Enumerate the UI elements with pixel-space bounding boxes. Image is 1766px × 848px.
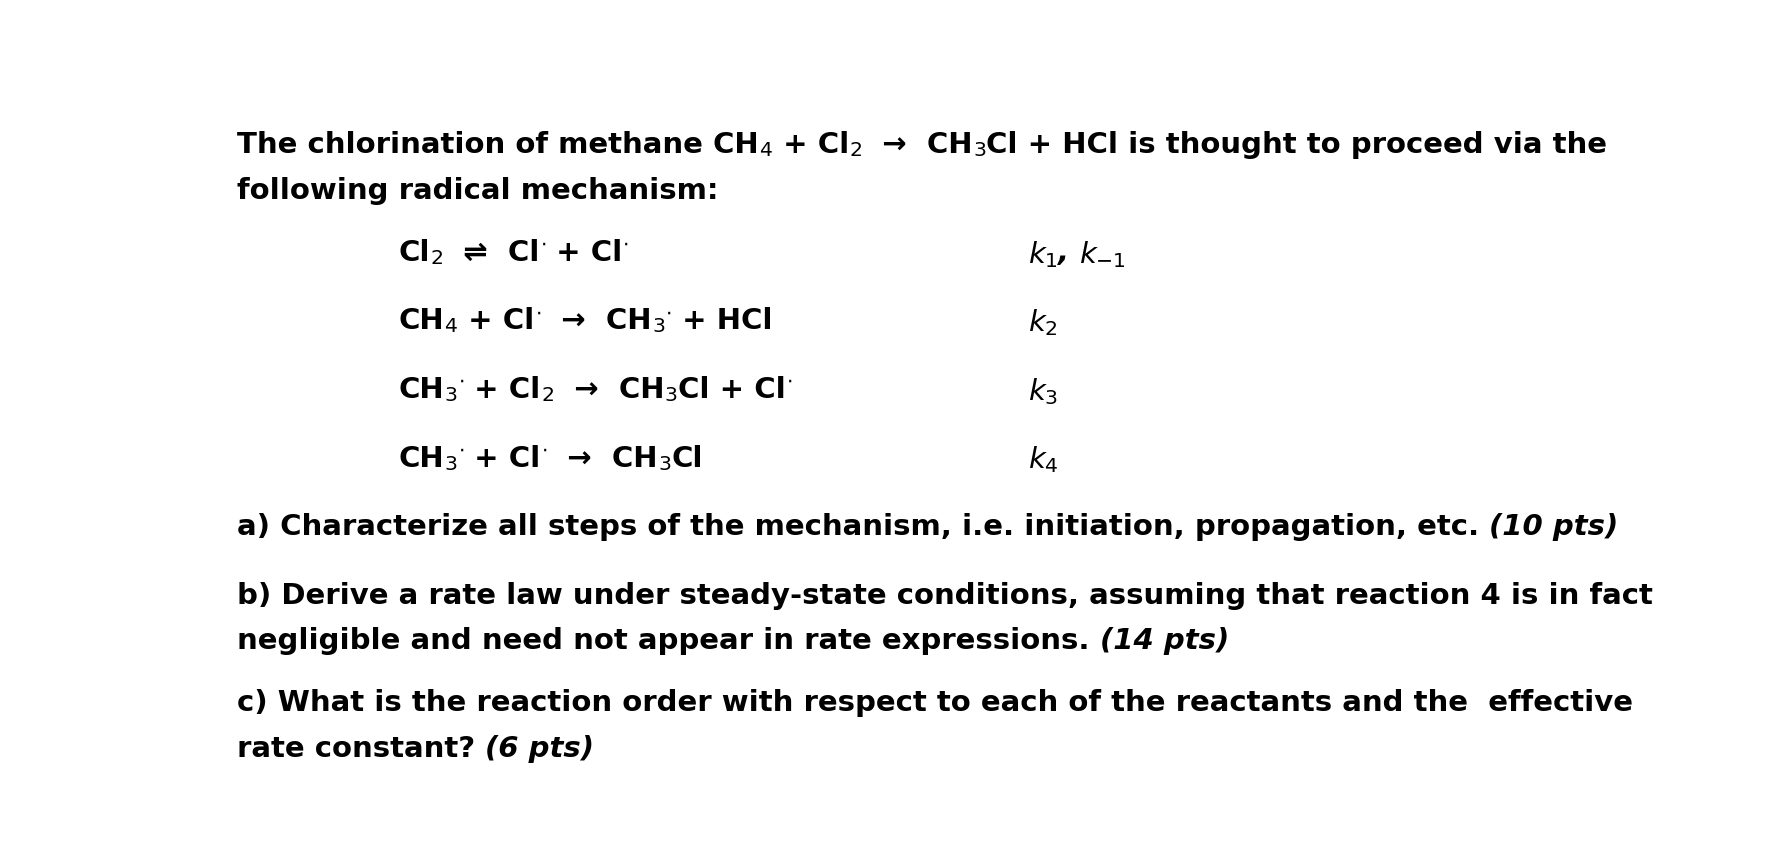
Text: →  CH: → CH <box>862 131 973 159</box>
Text: CH: CH <box>399 376 445 404</box>
Text: $_3$: $_3$ <box>652 308 666 336</box>
Text: Cl + HCl is thought to proceed via the: Cl + HCl is thought to proceed via the <box>987 131 1607 159</box>
Text: $_4$: $_4$ <box>759 131 774 159</box>
Text: b) Derive a rate law under steady-state conditions, assuming that reaction 4 is : b) Derive a rate law under steady-state … <box>237 582 1653 610</box>
Text: CH: CH <box>399 444 445 472</box>
Text: $k_{-1}$: $k_{-1}$ <box>1079 239 1127 270</box>
Text: $_3$: $_3$ <box>657 444 671 472</box>
Text: $_3$: $_3$ <box>445 376 457 404</box>
Text: $^{\cdot}$: $^{\cdot}$ <box>786 376 793 404</box>
Text: $_4$: $_4$ <box>445 308 459 336</box>
Text: $k_2$: $k_2$ <box>1028 308 1058 338</box>
Text: $^{\cdot}$: $^{\cdot}$ <box>622 239 629 267</box>
Text: (6 pts): (6 pts) <box>486 735 595 763</box>
Text: $k_3$: $k_3$ <box>1028 376 1058 407</box>
Text: $_2$: $_2$ <box>849 131 862 159</box>
Text: $_2$: $_2$ <box>431 239 443 267</box>
Text: $^{\cdot}$: $^{\cdot}$ <box>457 444 464 472</box>
Text: + Cl: + Cl <box>459 308 535 336</box>
Text: + Cl: + Cl <box>546 239 622 267</box>
Text: + Cl: + Cl <box>464 444 540 472</box>
Text: Cl + Cl: Cl + Cl <box>678 376 786 404</box>
Text: →  CH: → CH <box>540 308 652 336</box>
Text: $_3$: $_3$ <box>445 444 457 472</box>
Text: + HCl: + HCl <box>671 308 772 336</box>
Text: ⇌  Cl: ⇌ Cl <box>443 239 540 267</box>
Text: $^{\cdot}$: $^{\cdot}$ <box>457 376 464 404</box>
Text: →  CH: → CH <box>547 444 657 472</box>
Text: $_3$: $_3$ <box>664 376 678 404</box>
Text: $k_1$: $k_1$ <box>1028 239 1058 270</box>
Text: (10 pts): (10 pts) <box>1489 513 1619 541</box>
Text: following radical mechanism:: following radical mechanism: <box>237 177 719 205</box>
Text: The chlorination of methane CH: The chlorination of methane CH <box>237 131 759 159</box>
Text: →  CH: → CH <box>555 376 664 404</box>
Text: Cl: Cl <box>399 239 431 267</box>
Text: $^{\cdot}$: $^{\cdot}$ <box>666 308 671 336</box>
Text: rate constant?: rate constant? <box>237 735 486 763</box>
Text: CH: CH <box>399 308 445 336</box>
Text: $^{\cdot}$: $^{\cdot}$ <box>535 308 540 336</box>
Text: a) Characterize all steps of the mechanism, i.e. initiation, propagation, etc.: a) Characterize all steps of the mechani… <box>237 513 1489 541</box>
Text: Cl: Cl <box>671 444 703 472</box>
Text: ,: , <box>1058 239 1079 267</box>
Text: $_3$: $_3$ <box>973 131 987 159</box>
Text: $^{\cdot}$: $^{\cdot}$ <box>540 444 547 472</box>
Text: $k_4$: $k_4$ <box>1028 444 1060 476</box>
Text: + Cl: + Cl <box>464 376 540 404</box>
Text: $^{\cdot}$: $^{\cdot}$ <box>540 239 546 267</box>
Text: $_2$: $_2$ <box>540 376 555 404</box>
Text: + Cl: + Cl <box>774 131 849 159</box>
Text: (14 pts): (14 pts) <box>1100 628 1229 656</box>
Text: c) What is the reaction order with respect to each of the reactants and the  eff: c) What is the reaction order with respe… <box>237 689 1634 717</box>
Text: negligible and need not appear in rate expressions.: negligible and need not appear in rate e… <box>237 628 1100 656</box>
